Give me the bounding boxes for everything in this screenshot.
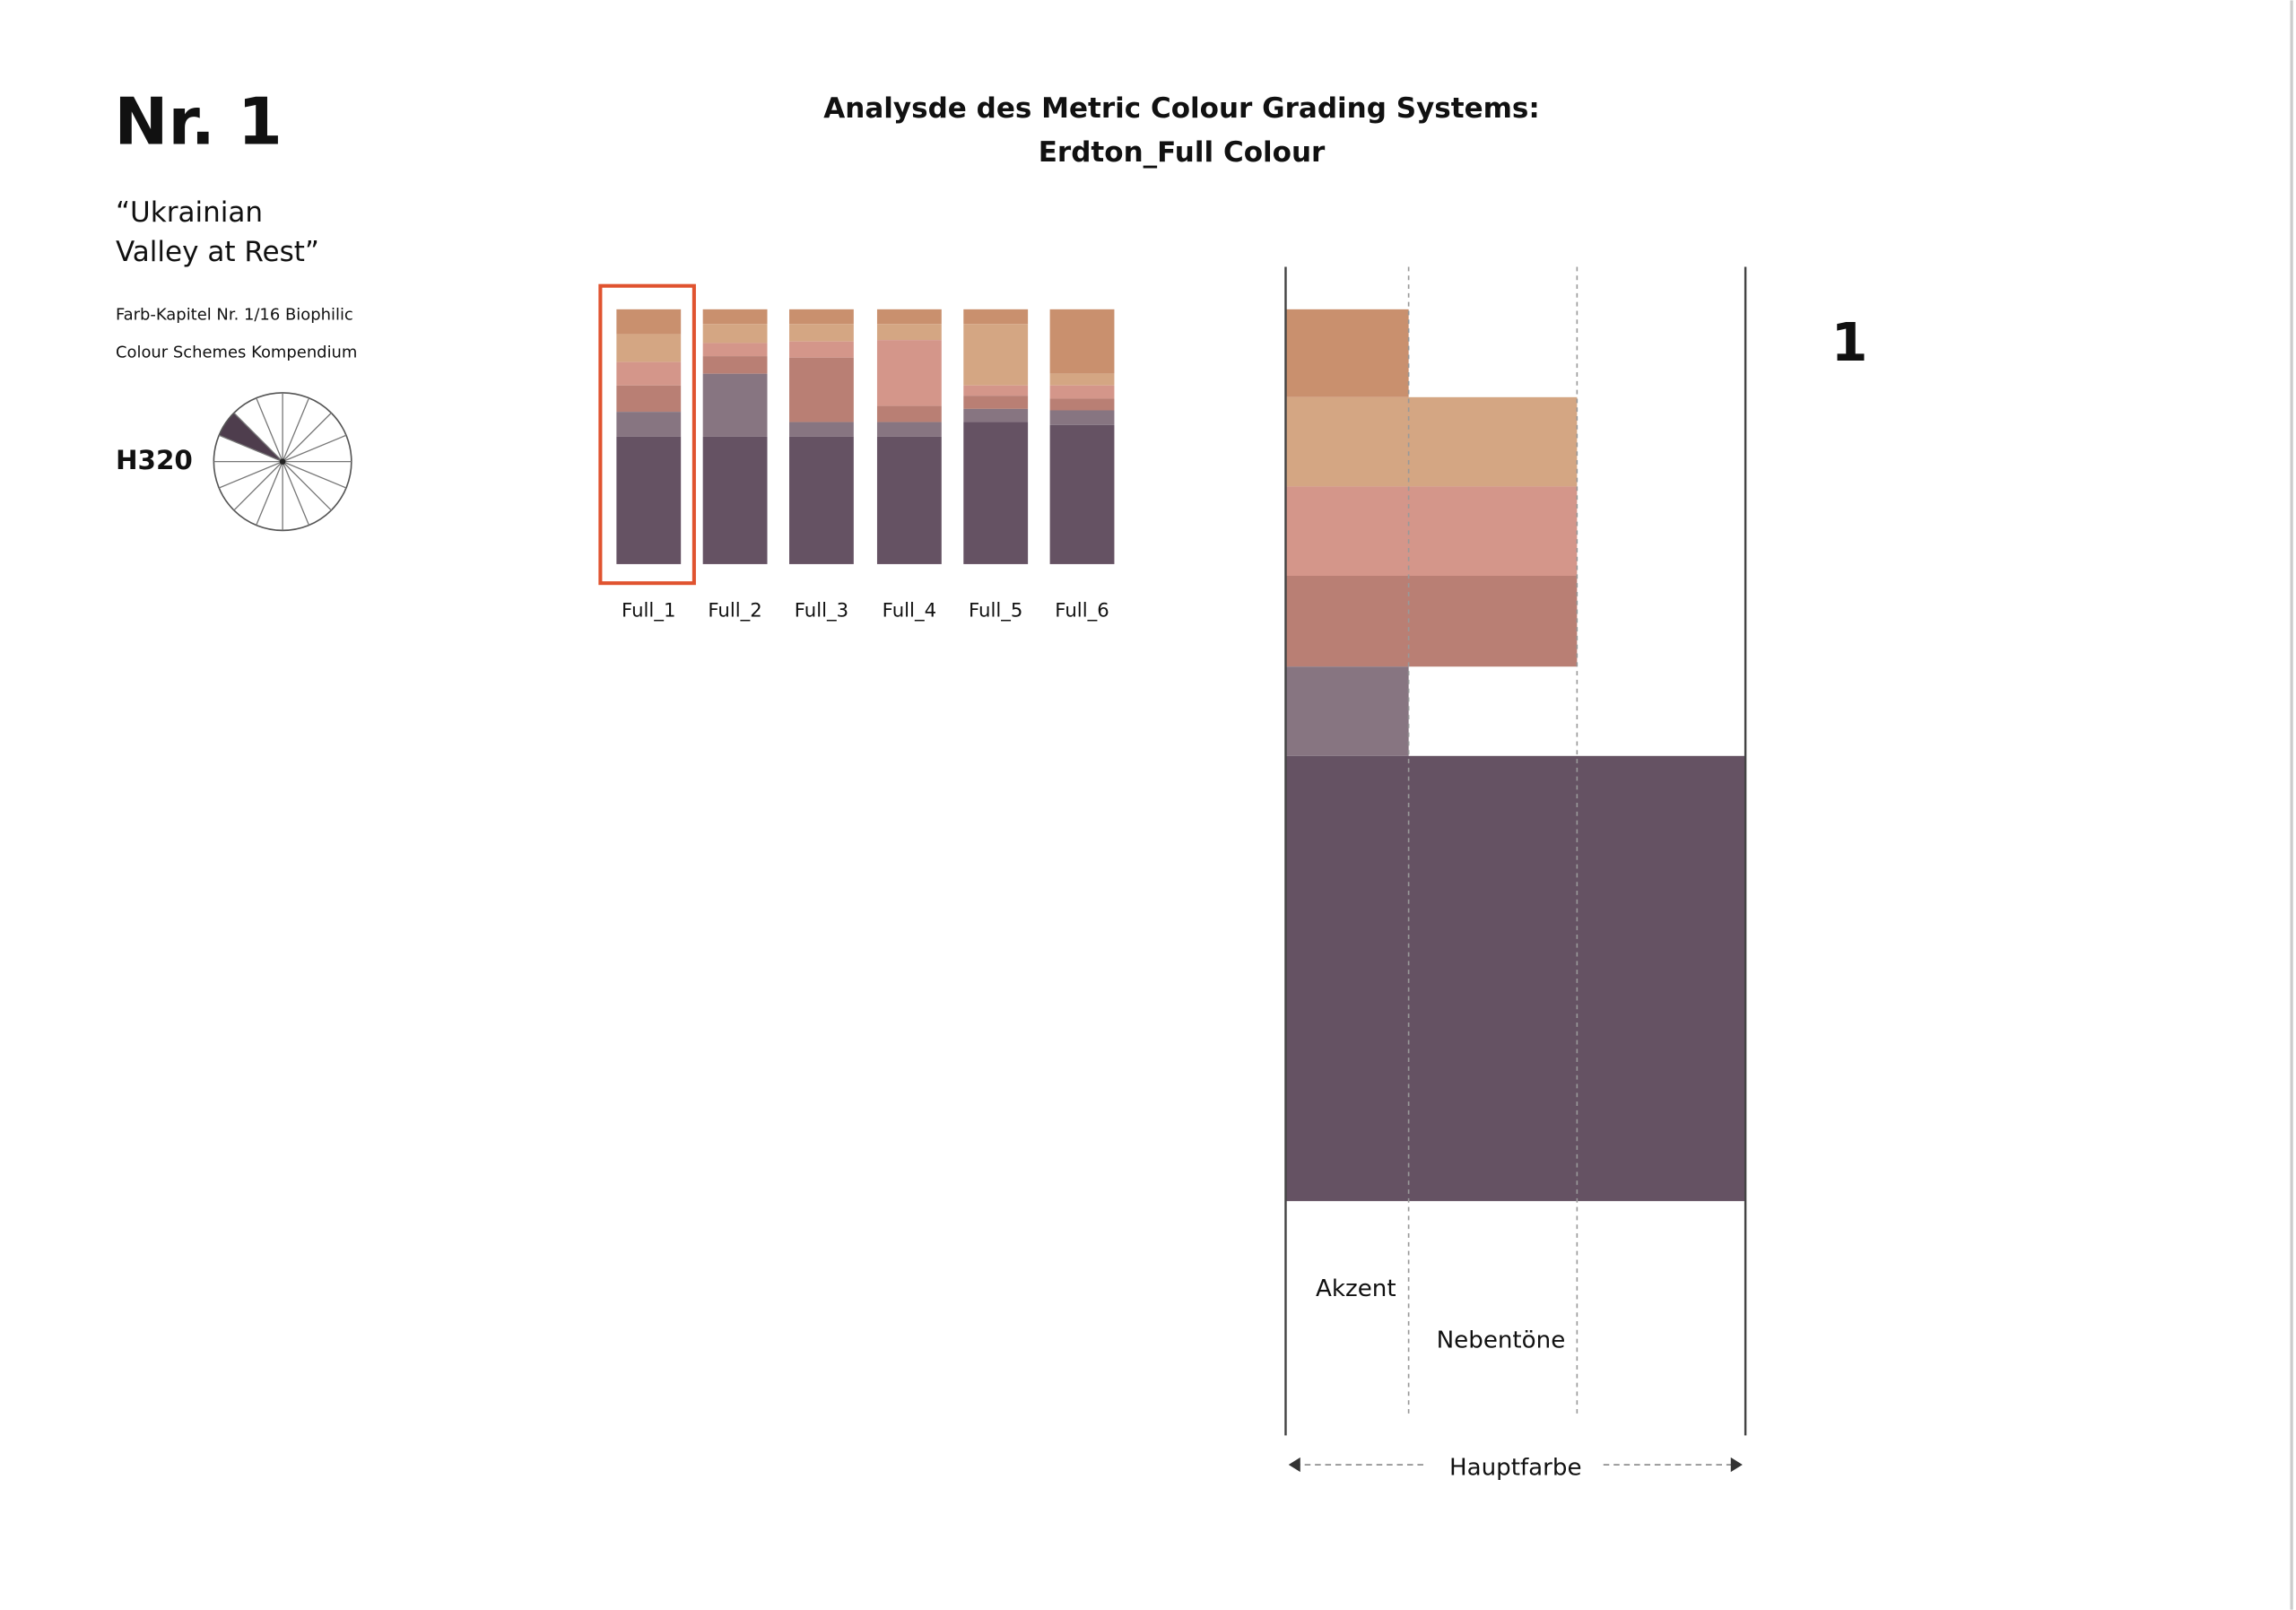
swatch-segment — [616, 334, 682, 362]
swatch-segment — [963, 422, 1029, 564]
swatch-segment — [1049, 410, 1115, 425]
detail-band — [1285, 666, 1409, 756]
hue-label: H320 — [116, 445, 193, 475]
swatch-segment — [876, 309, 942, 325]
hue-marker — [219, 413, 283, 462]
wheel-spoke — [256, 461, 283, 526]
wheel-spoke — [256, 397, 283, 462]
wheel-spoke — [282, 461, 310, 526]
swatch-segment — [963, 309, 1029, 325]
swatch-label: Full_6 — [1055, 600, 1109, 622]
wheel-spoke — [233, 461, 283, 511]
detail-band — [1285, 755, 1746, 1202]
arrow-head — [1730, 1457, 1743, 1473]
swatch-segment — [876, 340, 942, 406]
title-line: Valley at Rest” — [116, 236, 319, 268]
secondary-label: Nebentöne — [1437, 1327, 1566, 1353]
swatch-segment — [789, 436, 854, 564]
swatch-segment — [789, 324, 854, 342]
swatch-segment — [963, 396, 1029, 409]
swatch-segment — [963, 324, 1029, 386]
swatch-label: Full_5 — [969, 600, 1022, 622]
wheel-center — [279, 458, 286, 465]
swatch-segment — [702, 324, 768, 344]
detail-diagram — [1284, 266, 1747, 1436]
wheel-spoke — [218, 434, 283, 463]
swatch-segment — [616, 385, 682, 413]
wheel-spoke — [282, 461, 332, 511]
hue-wheel — [213, 392, 352, 532]
swatch-segment — [616, 361, 682, 386]
swatch-segment — [702, 436, 768, 564]
swatch-segment — [963, 385, 1029, 396]
swatch-segment — [702, 356, 768, 374]
arrow-head — [1288, 1457, 1300, 1473]
swatch-segment — [876, 324, 942, 341]
swatch-segment — [702, 373, 768, 437]
swatch-segment — [1049, 385, 1115, 399]
swatch-segment — [616, 309, 682, 335]
swatch-segment — [876, 405, 942, 422]
title-line: “Ukrainian — [116, 196, 263, 229]
swatch-segment — [1049, 424, 1115, 564]
swatch-label: Full_2 — [708, 600, 761, 622]
swatch-segment — [702, 343, 768, 357]
swatch-segment — [1049, 398, 1115, 411]
swatch-segment — [876, 422, 942, 437]
swatch-segment — [963, 408, 1029, 422]
subtitle-line: Colour Schemes Kompendium — [116, 344, 357, 362]
swatch-group: Full_1 Full_2 Full_3 Full_4 Full_5 Full_6 — [616, 309, 1115, 622]
swatch-label: Full_4 — [883, 600, 936, 622]
swatch-label: Full_1 — [622, 600, 675, 622]
wheel-spoke — [218, 461, 283, 489]
detail-band — [1285, 575, 1578, 667]
wheel-spoke — [282, 434, 347, 463]
swatch-segment — [789, 341, 854, 358]
wheel-spoke — [282, 461, 347, 489]
wheel-spoke — [282, 397, 310, 462]
swatch-segment — [789, 309, 854, 325]
detail-band — [1285, 486, 1578, 576]
subtitle-line: Farb-Kapitel Nr. 1/16 Biophilic — [116, 305, 353, 324]
swatch-segment — [789, 422, 854, 437]
swatch-label: Full_3 — [795, 600, 848, 622]
chapter-number: Nr. 1 — [114, 83, 283, 159]
swatch-segment — [1049, 373, 1115, 386]
swatch-segment — [1049, 309, 1115, 374]
accent-label: Akzent — [1316, 1275, 1396, 1302]
swatch-segment — [616, 412, 682, 437]
wheel-spoke — [233, 412, 283, 463]
heading-line: Erdton_Full Colour — [1039, 136, 1326, 169]
swatch-segment — [789, 357, 854, 422]
swatch-segment — [616, 436, 682, 564]
selection-frame — [598, 283, 696, 586]
wheel-spoke — [282, 412, 332, 463]
main-label: Hauptfarbe — [1449, 1454, 1582, 1481]
detail-band — [1285, 309, 1409, 397]
heading-line: Analysde des Metric Colour Grading Syste… — [823, 92, 1540, 125]
detail-band — [1285, 396, 1578, 487]
detail-number: 1 — [1831, 311, 1868, 373]
swatch-segment — [876, 436, 942, 564]
swatch-segment — [702, 309, 768, 325]
